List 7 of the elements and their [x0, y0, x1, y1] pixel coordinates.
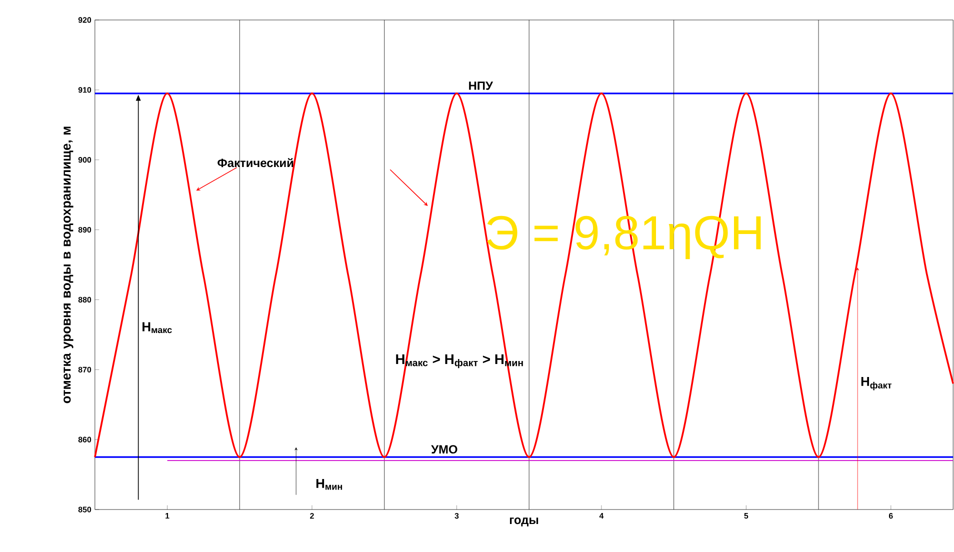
ref-line-label: НПУ: [469, 81, 494, 90]
annotation: Н$_{макс}$: [142, 322, 172, 333]
annotation: Н$_{мин}$: [316, 478, 342, 490]
annotation: Н$_{факт}$: [861, 376, 892, 390]
x-axis-title: годы: [510, 517, 538, 526]
ref-line-label: УМО: [431, 444, 458, 454]
y-axis-title: отметка уровня воды в водохранилище, м: [64, 126, 74, 403]
